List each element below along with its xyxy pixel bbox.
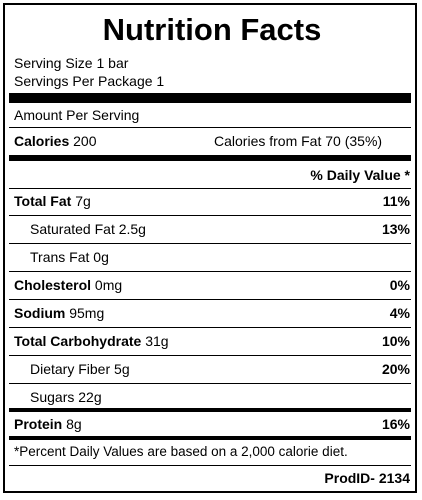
prod-id: ProdID- 2134 [324,470,410,486]
divider [9,465,411,466]
nutrient-amount: 2.5g [118,221,146,237]
nutrient-name-cell: Sugars 22g [30,387,102,407]
nutrient-dv: 4% [389,305,410,321]
nutrient-row-total-carbohydrate: Total Carbohydrate 31g 10% [14,331,410,351]
nutrient-amount: 7g [75,193,91,209]
nutrient-row-sodium: Sodium 95mg 4% [14,303,410,323]
label-frame: Nutrition Facts Serving Size 1 bar Servi… [3,3,417,493]
nutrient-name-cell: Sodium 95mg [14,303,104,323]
nutrient-name-cell: Total Fat 7g [14,191,91,211]
nutrient-amount: 8g [66,416,82,432]
amount-per-serving: Amount Per Serving [14,107,140,123]
medium-divider [9,155,411,161]
label-title: Nutrition Facts [102,12,322,47]
nutrient-name-cell: Trans Fat 0g [30,247,109,267]
nutrient-amount: 5g [114,361,130,377]
nutrient-name: Sodium [14,305,66,321]
footnote: *Percent Daily Values are based on a 2,0… [14,444,348,459]
nutrient-row-cholesterol: Cholesterol 0mg 0% [14,275,410,295]
medium-divider [9,408,411,412]
calories-label: Calories [14,133,70,149]
divider [9,188,411,189]
nutrient-row-dietary-fiber: Dietary Fiber 5g 20% [14,359,410,379]
nutrient-amount: 22g [78,389,102,405]
servings-per-package: Servings Per Package 1 [14,73,165,89]
nutrient-name: Saturated Fat [30,221,115,237]
prod-id-row: ProdID- 2134 [14,468,410,488]
medium-divider [9,436,411,440]
divider [9,327,411,328]
calories-value: 200 [73,133,97,149]
nutrient-name: Trans Fat [30,249,90,265]
thick-divider-top [9,93,411,103]
nutrient-name-cell: Saturated Fat 2.5g [30,219,146,239]
nutrient-row-trans-fat: Trans Fat 0g [14,247,410,267]
divider [9,271,411,272]
nutrient-row-saturated-fat: Saturated Fat 2.5g 13% [14,219,410,239]
nutrient-dv: 10% [381,333,410,349]
divider [9,215,411,216]
nutrient-amount: 95mg [69,305,105,321]
nutrient-name: Total Carbohydrate [14,333,142,349]
nutrient-name: Protein [14,416,63,432]
nutrient-name-cell: Protein 8g [14,414,82,434]
nutrient-amount: 0mg [94,277,123,293]
nutrient-amount: 31g [145,333,169,349]
nutrient-name-cell: Cholesterol 0mg [14,275,122,295]
nutrient-dv: 13% [381,221,410,237]
nutrient-dv: 16% [381,416,410,432]
daily-value-header: % Daily Value * [310,167,410,183]
nutrient-dv: 20% [381,361,410,377]
divider [9,127,411,128]
dv-header-row: % Daily Value * [14,165,410,185]
calories-from-fat: Calories from Fat 70 (35%) [214,133,383,149]
nutrient-name: Sugars [30,389,75,405]
nutrient-name-cell: Dietary Fiber 5g [30,359,130,379]
nutrient-row-protein: Protein 8g 16% [14,414,410,434]
calories-row: Calories 200 Calories from Fat 70 (35%) [14,131,410,151]
divider [9,243,411,244]
nutrient-dv: 11% [382,193,410,209]
divider [9,383,411,384]
nutrient-row-total-fat: Total Fat 7g 11% [14,191,410,211]
nutrient-name: Cholesterol [14,277,92,293]
nutrient-row-sugars: Sugars 22g [14,387,410,407]
nutrient-name: Total Fat [14,193,72,209]
serving-size: Serving Size 1 bar [14,55,129,71]
nutrient-dv: 0% [389,277,410,293]
divider [9,355,411,356]
nutrient-amount: 0g [93,249,109,265]
nutrient-name-cell: Total Carbohydrate 31g [14,331,169,351]
divider [9,299,411,300]
calories-cell: Calories 200 [14,131,97,151]
nutrient-name: Dietary Fiber [30,361,111,377]
